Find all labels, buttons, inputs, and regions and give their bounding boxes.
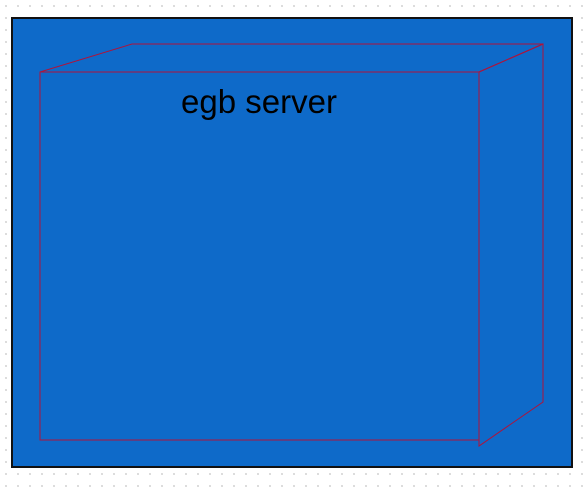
- server-node-front-face: [39, 71, 480, 441]
- server-node-side-face: [478, 43, 544, 447]
- server-node-label: egb server: [181, 83, 337, 120]
- server-node-top-face: [39, 43, 544, 73]
